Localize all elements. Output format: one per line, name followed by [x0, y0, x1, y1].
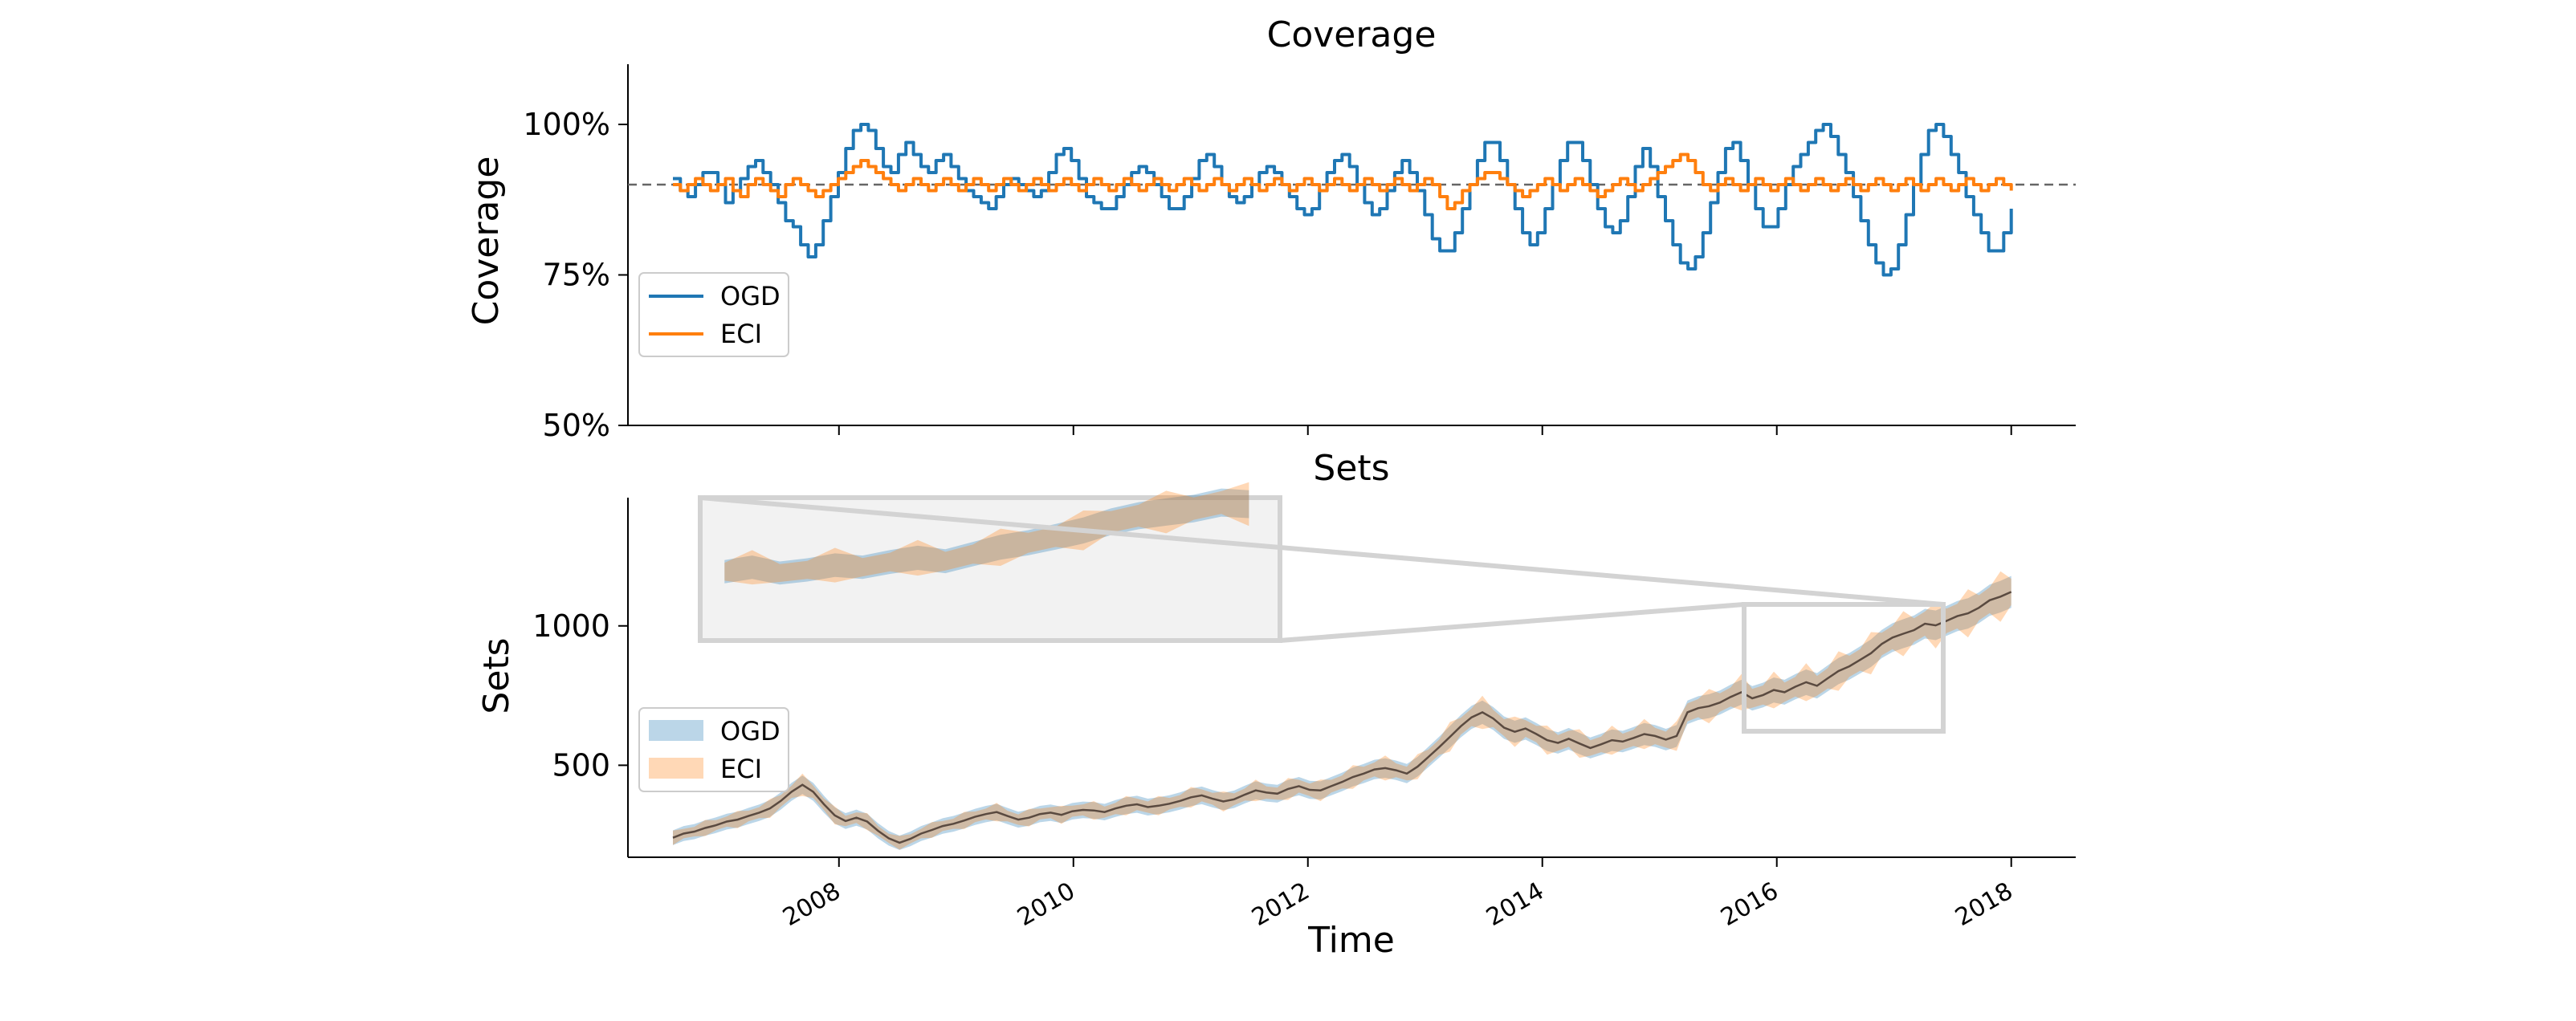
sets-x-tick-label: 2018 [1950, 877, 2018, 932]
sets-midline [672, 591, 2012, 844]
sets-series [672, 571, 2012, 850]
zoom-inset [698, 482, 1946, 734]
zoom-connector-top [699, 495, 1944, 607]
coverage-line-eci [673, 153, 2013, 210]
sets-title: Sets [1313, 448, 1389, 489]
coverage-y-tick-label: 50% [543, 408, 610, 443]
coverage-x-ticks [838, 425, 2012, 435]
sets-y-tick-label: 1000 [532, 608, 610, 644]
sets-legend-eci-swatch [649, 758, 703, 779]
coverage-title: Coverage [1267, 14, 1437, 55]
sets-legend-ogd-label: OGD [720, 716, 781, 746]
coverage-legend: OGD ECI [638, 272, 789, 357]
zoom-band-ogd [724, 488, 1249, 585]
x-axis-label: Time [1307, 920, 1395, 961]
coverage-y-tick-label: 75% [543, 258, 610, 293]
sets-legend-box [638, 707, 789, 792]
sets-x-tick-label: 2008 [778, 877, 846, 932]
zoom-source-region [1742, 602, 1946, 734]
sets-x-ticks: 2008 2010 2012 2014 2016 2018 [778, 857, 2018, 932]
zoom-connector-bottom [1279, 602, 1745, 643]
coverage-line-ogd [673, 123, 2013, 277]
coverage-series [673, 123, 2013, 277]
sets-x-tick-label: 2010 [1013, 877, 1080, 932]
zoom-band-eci [724, 482, 1249, 585]
coverage-y-ticks: 50% 75% 100% [523, 107, 628, 443]
coverage-panel: Coverage Coverage 50% 75% 100% OGD ECI [466, 14, 2076, 443]
sets-x-tick-label: 2012 [1247, 877, 1314, 932]
coverage-legend-ogd-label: OGD [720, 281, 781, 311]
sets-x-tick-label: 2014 [1482, 877, 1549, 932]
coverage-y-tick-label: 100% [523, 107, 610, 142]
sets-legend: OGD ECI [638, 707, 789, 792]
sets-y-ticks: 500 1000 [532, 608, 628, 783]
sets-legend-ogd-swatch [649, 720, 703, 741]
sets-legend-eci-label: ECI [720, 754, 762, 784]
sets-x-tick-label: 2016 [1716, 877, 1783, 932]
coverage-ylabel: Coverage [466, 157, 507, 326]
sets-y-tick-label: 500 [552, 747, 610, 783]
zoom-inset-content [724, 482, 1249, 585]
coverage-legend-eci-label: ECI [720, 319, 762, 349]
sets-ylabel: Sets [476, 637, 517, 714]
